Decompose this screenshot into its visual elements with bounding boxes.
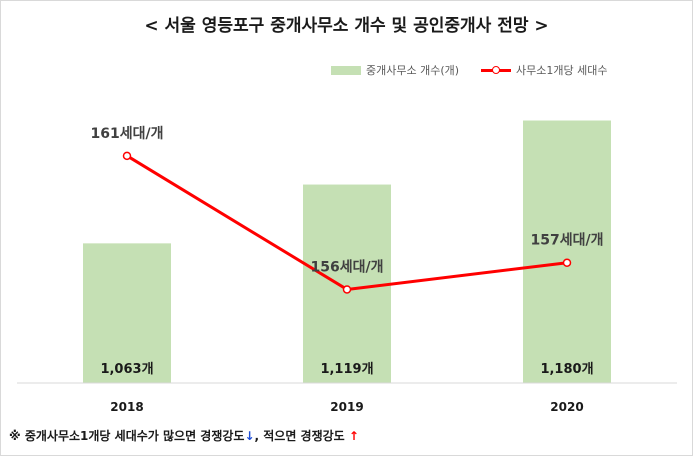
line-point-2020 [562,258,572,267]
bar-data-label-2018: 1,063개 [100,362,153,377]
line-data-label-2020: 157세대/개 [531,233,604,249]
chart-legend: 중개사무소 개수(개) 사무소1개당 세대수 [331,61,630,79]
legend-item-line: 사무소1개당 세대수 [481,62,608,78]
x-tick-label-2020: 2020 [550,400,583,414]
bar-data-label-2020: 1,180개 [540,362,593,377]
chart-title: < 서울 영등포구 중개사무소 개수 및 공인중개사 전망 > [144,16,549,36]
arrow-down-icon: ↓ [244,429,255,443]
footnote: ※ 중개사무소1개당 세대수가 많으면 경쟁강도↓, 적으면 경쟁강도 ↑ [9,427,359,444]
x-tick-label-2018: 2018 [110,400,143,414]
line-point-2018 [122,151,132,161]
footnote-middle: , 적으면 경쟁강도 [254,429,349,443]
legend-item-bar: 중개사무소 개수(개) [331,62,459,78]
bar-2018 [83,243,171,383]
legend-line-label: 사무소1개당 세대수 [516,64,608,77]
line-data-label-2019: 156세대/개 [311,259,384,275]
bar-2019 [303,184,391,383]
legend-line-swatch [481,65,512,75]
legend-bar-swatch [331,65,361,75]
footnote-prefix: ※ 중개사무소1개당 세대수가 많으면 경쟁강도 [9,429,245,443]
line-data-label-2018: 161세대/개 [91,126,164,142]
x-tick-label-2019: 2019 [330,400,363,414]
line-point-2019 [342,285,352,294]
bar-data-label-2019: 1,119개 [320,362,373,377]
arrow-up-icon: ↑ [348,429,359,443]
bar-2020 [523,120,611,383]
legend-bar-label: 중개사무소 개수(개) [366,64,460,77]
